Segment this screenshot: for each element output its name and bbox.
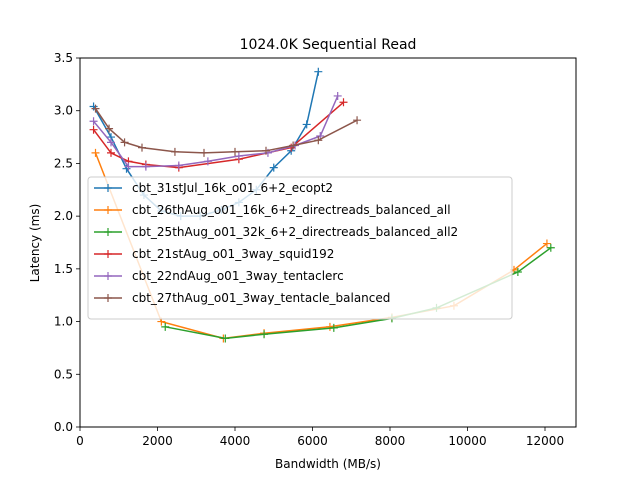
data-point — [262, 146, 270, 155]
data-point — [200, 148, 208, 157]
legend-item: cbt_31stJul_16k_o01_6+2_ecopt2 — [94, 181, 333, 195]
data-point — [89, 125, 98, 134]
legend-box — [87, 176, 513, 320]
data-point — [513, 268, 522, 277]
series-line — [94, 108, 358, 154]
y-tick-label: 3.0 — [54, 104, 73, 118]
data-point — [221, 334, 230, 343]
legend-label: cbt_25thAug_o01_32k_6+2_directreads_bala… — [132, 225, 458, 239]
data-point — [234, 152, 243, 161]
y-tick-label: 1.0 — [54, 315, 73, 329]
data-point — [124, 162, 133, 171]
x-tick-label: 8000 — [375, 434, 406, 448]
legend-marker — [104, 184, 112, 192]
chart-title: 1024.0K Sequential Read — [240, 37, 417, 53]
series-5 — [89, 91, 342, 171]
data-point — [546, 243, 555, 252]
legend-marker — [104, 206, 112, 214]
y-axis-label: Latency (ms) — [28, 204, 42, 283]
legend-label: cbt_31stJul_16k_o01_6+2_ecopt2 — [132, 181, 333, 195]
legend-label: cbt_22ndAug_o01_3way_tentaclerc — [132, 269, 344, 283]
x-axis: 0 2000 4000 6000 8000 10000 12000 — [76, 427, 564, 448]
series-4 — [89, 98, 348, 172]
legend-marker — [104, 272, 112, 280]
series-6 — [91, 104, 362, 157]
y-tick-label: 3.5 — [54, 51, 73, 65]
data-point — [339, 98, 348, 107]
legend-label: cbt_26thAug_o01_16k_6+2_directreads_bala… — [132, 203, 451, 217]
x-tick-label: 2000 — [142, 434, 173, 448]
x-tick-label: 10000 — [448, 434, 486, 448]
data-point — [105, 124, 114, 133]
data-point — [107, 138, 115, 147]
y-axis: 0.0 0.5 1.0 1.5 2.0 2.5 3.0 3.5 — [54, 51, 80, 434]
legend-item: cbt_26thAug_o01_16k_6+2_directreads_bala… — [94, 203, 451, 217]
data-point — [542, 239, 551, 248]
y-tick-label: 0.0 — [54, 420, 73, 434]
data-point — [91, 148, 100, 157]
data-point — [120, 138, 129, 147]
data-point — [325, 322, 334, 331]
legend: cbt_31stJul_16k_o01_6+2_ecopt2 cbt_26thAu… — [87, 176, 513, 320]
legend-label: cbt_27thAug_o01_3way_tentacle_balanced — [132, 291, 390, 305]
data-point — [89, 117, 98, 126]
x-tick-label: 12000 — [526, 434, 564, 448]
data-point — [289, 141, 298, 150]
data-point — [107, 148, 115, 157]
legend-marker — [104, 250, 112, 258]
data-point — [333, 91, 342, 100]
y-tick-label: 0.5 — [54, 367, 73, 381]
legend-label: cbt_21stAug_o01_3way_squid192 — [132, 247, 334, 261]
data-point — [302, 120, 311, 129]
data-point — [141, 162, 150, 171]
data-point — [329, 323, 338, 332]
data-point — [314, 67, 323, 76]
legend-item: cbt_21stAug_o01_3way_squid192 — [94, 247, 334, 261]
y-tick-label: 2.5 — [54, 156, 73, 170]
series-line — [93, 95, 339, 168]
legend-item: cbt_25thAug_o01_32k_6+2_directreads_bala… — [94, 225, 458, 239]
data-point — [203, 157, 212, 166]
data-point — [138, 143, 146, 152]
data-point — [353, 116, 362, 125]
x-axis-label: Bandwidth (MB/s) — [275, 457, 381, 471]
y-tick-label: 1.5 — [54, 262, 73, 276]
legend-marker — [104, 294, 112, 302]
x-tick-label: 4000 — [220, 434, 251, 448]
legend-item: cbt_27thAug_o01_3way_tentacle_balanced — [94, 291, 390, 305]
y-tick-label: 2.0 — [54, 209, 73, 223]
data-point — [174, 161, 183, 170]
plot-frame — [79, 57, 577, 428]
data-point — [260, 330, 269, 339]
data-point — [269, 163, 278, 172]
data-point — [231, 147, 239, 156]
data-point — [161, 322, 170, 331]
legend-item: cbt_22ndAug_o01_3way_tentaclerc — [94, 269, 344, 283]
x-tick-label: 0 — [76, 434, 84, 448]
series-line — [92, 101, 344, 169]
data-point — [170, 147, 179, 156]
data-point — [314, 136, 323, 145]
x-tick-label: 6000 — [297, 434, 328, 448]
data-point — [91, 104, 100, 113]
legend-marker — [104, 228, 112, 236]
